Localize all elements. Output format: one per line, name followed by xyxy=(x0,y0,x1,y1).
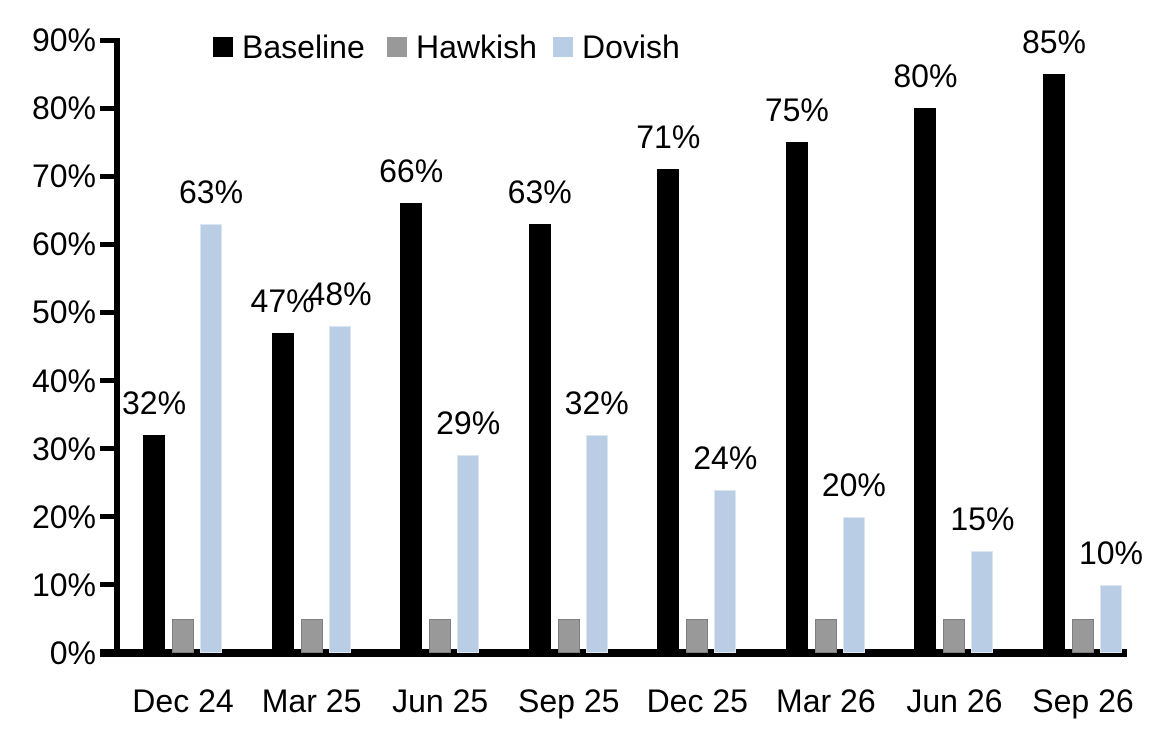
bar-hawkish-dec-25 xyxy=(686,619,709,653)
legend-item-hawkish: Hawkish xyxy=(387,27,537,67)
legend-label-dovish: Dovish xyxy=(582,29,680,65)
bar-dovish-dec-25 xyxy=(714,490,737,653)
x-axis-tick-label-sep-26: Sep 26 xyxy=(1032,683,1134,719)
data-label-baseline-mar-26: 75% xyxy=(764,92,829,128)
data-label-dovish-jun-26: 15% xyxy=(950,501,1015,537)
bar-hawkish-jun-25 xyxy=(429,619,452,653)
y-axis-tick-label: 70% xyxy=(31,158,96,195)
bar-hawkish-sep-25 xyxy=(557,619,580,653)
data-label-baseline-sep-25: 63% xyxy=(507,174,572,210)
y-axis-tick-label: 10% xyxy=(31,566,96,603)
legend-item-baseline: Baseline xyxy=(213,27,365,67)
data-label-baseline-jun-26: 80% xyxy=(893,58,958,94)
y-axis-tick xyxy=(100,309,116,315)
y-axis-tick-label: 0% xyxy=(49,635,96,671)
legend-label-hawkish: Hawkish xyxy=(416,29,537,65)
data-label-dovish-mar-25: 48% xyxy=(307,276,372,312)
data-label-baseline-jun-25: 66% xyxy=(379,153,444,189)
y-axis-tick-label: 50% xyxy=(31,294,96,331)
data-label-dovish-sep-26: 10% xyxy=(1078,535,1144,571)
x-axis-tick-label-mar-25: Mar 25 xyxy=(261,683,362,719)
bar-dovish-mar-26 xyxy=(842,517,865,653)
data-label-baseline-dec-24: 32% xyxy=(121,385,187,421)
y-axis-tick xyxy=(100,378,116,384)
y-axis-tick xyxy=(100,241,116,247)
bar-dovish-jun-26 xyxy=(971,551,994,653)
bar-baseline-dec-25 xyxy=(657,169,680,653)
y-axis-tick xyxy=(100,582,116,588)
data-label-dovish-sep-25: 32% xyxy=(564,385,629,421)
data-label-dovish-jun-25: 29% xyxy=(436,405,501,441)
x-axis-tick-label-dec-25: Dec 25 xyxy=(646,683,748,719)
bar-baseline-mar-25 xyxy=(271,333,294,653)
bar-hawkish-mar-25 xyxy=(300,619,323,653)
data-label-dovish-dec-24: 63% xyxy=(178,174,244,210)
bar-baseline-jun-25 xyxy=(400,203,423,653)
data-label-baseline-sep-26: 85% xyxy=(1021,24,1087,60)
y-axis-tick xyxy=(100,173,116,179)
legend-item-dovish: Dovish xyxy=(553,27,680,67)
legend-swatch-baseline xyxy=(213,37,233,57)
bar-hawkish-sep-26 xyxy=(1071,619,1094,653)
data-label-baseline-mar-25: 47% xyxy=(250,283,315,319)
legend-swatch-dovish xyxy=(553,37,573,57)
bar-dovish-sep-26 xyxy=(1099,585,1122,653)
bar-dovish-jun-25 xyxy=(457,455,480,653)
y-axis-tick-label: 30% xyxy=(31,430,96,467)
x-axis-tick-label-dec-24: Dec 24 xyxy=(132,683,234,719)
y-axis-tick xyxy=(100,514,116,520)
x-axis-tick-label-mar-26: Mar 26 xyxy=(776,683,876,719)
bar-hawkish-jun-26 xyxy=(943,619,966,653)
bar-hawkish-mar-26 xyxy=(814,619,837,653)
bar-baseline-dec-24 xyxy=(143,435,165,653)
y-axis-tick-label: 20% xyxy=(31,498,96,535)
x-axis-tick-label-jun-26: Jun 26 xyxy=(906,683,1003,719)
y-axis-tick-label: 90% xyxy=(31,22,96,58)
data-label-dovish-dec-25: 24% xyxy=(693,440,758,476)
bar-baseline-mar-26 xyxy=(785,142,808,653)
y-axis-tick-label: 40% xyxy=(31,362,96,399)
legend-label-baseline: Baseline xyxy=(242,29,365,65)
bar-baseline-sep-25 xyxy=(528,224,551,653)
bar-dovish-sep-25 xyxy=(585,435,608,653)
x-axis-tick-label-sep-25: Sep 25 xyxy=(517,683,620,719)
y-axis-tick xyxy=(100,446,116,452)
bar-baseline-jun-26 xyxy=(914,108,937,653)
data-label-dovish-mar-26: 20% xyxy=(821,467,886,503)
data-label-baseline-dec-25: 71% xyxy=(636,119,701,155)
x-axis-tick-label-jun-25: Jun 25 xyxy=(392,683,489,719)
legend-swatch-hawkish xyxy=(387,37,407,57)
y-axis-tick xyxy=(100,37,116,43)
y-axis-tick-label: 60% xyxy=(31,226,96,263)
y-axis-tick xyxy=(100,105,116,111)
bar-dovish-mar-25 xyxy=(328,326,351,653)
x-axis-line xyxy=(100,649,1127,657)
bar-dovish-dec-24 xyxy=(200,224,222,653)
bar-hawkish-dec-24 xyxy=(172,619,194,653)
bar-baseline-sep-26 xyxy=(1042,74,1065,653)
y-axis-tick-label: 80% xyxy=(31,90,96,127)
y-axis-line xyxy=(114,38,120,657)
